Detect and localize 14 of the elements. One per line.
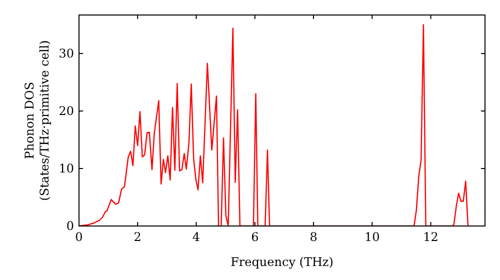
line-series xyxy=(79,24,469,226)
y-tick-label: 10 xyxy=(58,162,74,176)
x-axis-title: Frequency (THz) xyxy=(230,255,334,269)
x-tick-label: 0 xyxy=(75,230,83,244)
x-tick-label: 10 xyxy=(364,230,380,244)
y-tick-label: 20 xyxy=(58,104,74,118)
x-tick-label: 8 xyxy=(310,230,318,244)
y-axis-title: Phonon DOS (States/THz·primitive cell) xyxy=(22,40,52,201)
x-tick-label: 2 xyxy=(134,230,142,244)
x-tick-label: 4 xyxy=(192,230,200,244)
x-tick-label: 12 xyxy=(423,230,438,244)
y-tick-label: 0 xyxy=(66,219,74,234)
x-tick-label: 6 xyxy=(251,230,259,244)
y-tick-label: 30 xyxy=(58,46,74,61)
